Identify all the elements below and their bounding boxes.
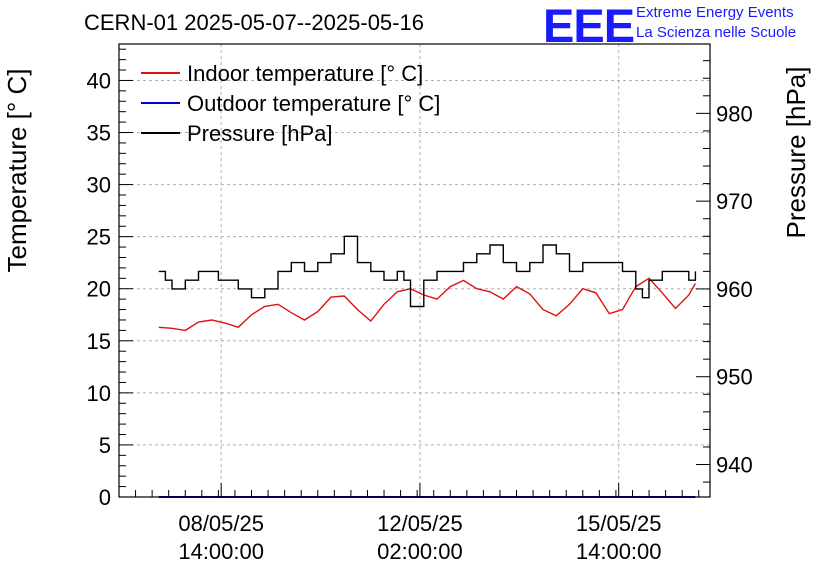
indoor-temperature-line — [158, 277, 697, 332]
y2-tick-label: 980 — [716, 101, 753, 126]
legend-label: Pressure [hPa] — [187, 121, 333, 146]
y-tick-label: 10 — [87, 381, 111, 406]
x-tick-label: 15/05/25 — [576, 511, 662, 536]
x-tick-label: 14:00:00 — [576, 539, 662, 564]
x-tick-label: 02:00:00 — [377, 539, 463, 564]
chart-title: CERN-01 2025-05-07--2025-05-16 — [84, 10, 424, 35]
eee-logo: EEE — [543, 0, 635, 52]
y2-tick-label: 940 — [716, 453, 753, 478]
y-tick-label: 0 — [99, 485, 111, 510]
y-axis-label: Temperature [° C] — [2, 68, 32, 272]
y2-tick-label: 960 — [716, 277, 753, 302]
y-tick-label: 20 — [87, 277, 111, 302]
y-tick-label: 25 — [87, 225, 111, 250]
plot-frame — [118, 43, 711, 498]
eee-logo-line1: Extreme Energy Events — [636, 4, 794, 21]
grid — [119, 44, 710, 497]
axes: 0 5 10 15 20 25 30 35 40 940 950 960 970 980 08/05/25 1… — [87, 48, 753, 564]
y-tick-label: 5 — [99, 433, 111, 458]
y2-tick-label: 970 — [716, 189, 753, 214]
legend: Indoor temperature [° C] Outdoor temperat… — [141, 61, 440, 146]
y2-tick-label: 950 — [716, 365, 753, 390]
y-tick-label: 15 — [87, 329, 111, 354]
x-tick-label: 08/05/25 — [178, 511, 264, 536]
y2-axis-label: Pressure [hPa] — [781, 67, 811, 239]
eee-logo-line2: La Scienza nelle Scuole — [636, 24, 797, 41]
y-tick-label: 40 — [87, 68, 111, 93]
x-tick-label: 12/05/25 — [377, 511, 463, 536]
legend-label: Indoor temperature [° C] — [187, 61, 423, 86]
pressure-line — [158, 235, 697, 308]
y-tick-label: 35 — [87, 121, 111, 146]
series-layer — [158, 235, 697, 498]
legend-label: Outdoor temperature [° C] — [187, 91, 440, 116]
y-tick-label: 30 — [87, 173, 111, 198]
x-tick-label: 14:00:00 — [178, 539, 264, 564]
